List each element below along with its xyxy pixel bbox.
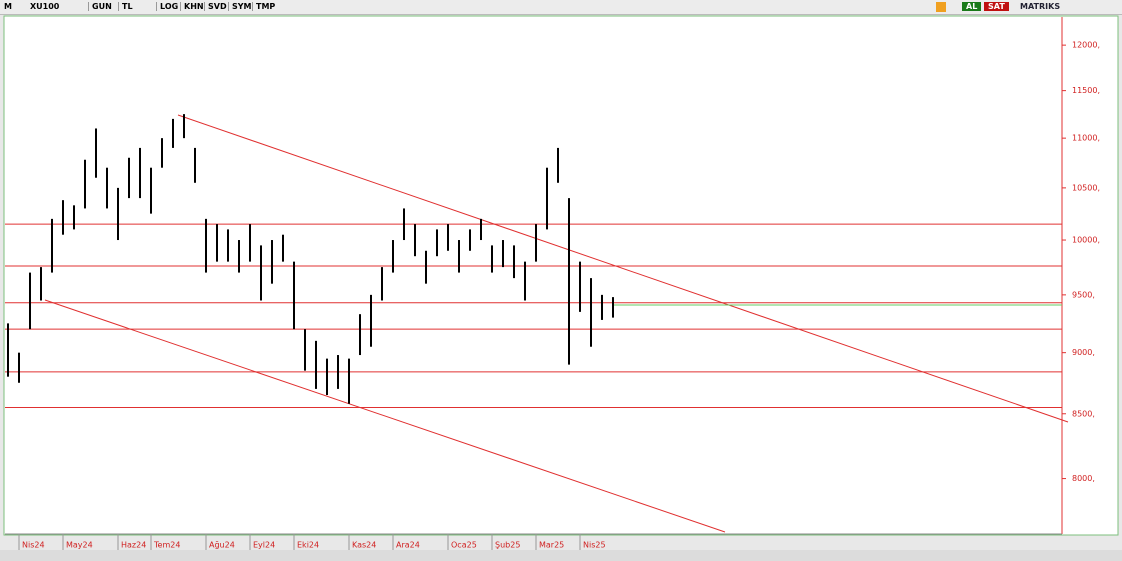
y-tick-label: 9500, (1072, 290, 1095, 299)
x-tick-label: Kas24 (352, 541, 376, 550)
trend-line (44, 299, 726, 533)
x-tick-label: Eyl24 (253, 541, 275, 550)
x-tick-label: Ağu24 (209, 541, 235, 550)
toolbar: M XU100 AL SAT MATRIKS GUN TL LOG KHN SVD SYM… (0, 0, 1122, 15)
y-tick-label: 12000, (1072, 41, 1100, 50)
x-tick-label: Haz24 (121, 541, 146, 550)
toolbar-button[interactable]: TMP (252, 2, 275, 11)
x-tick-label: May24 (66, 541, 93, 550)
status-bar (0, 550, 1122, 561)
y-tick-label: 11000, (1072, 134, 1100, 143)
x-tick-label: Nis25 (583, 541, 606, 550)
menu[interactable]: M (4, 2, 12, 11)
y-tick-label: 8000, (1072, 474, 1095, 483)
x-tick-label: Eki24 (297, 541, 319, 550)
trend-line (177, 114, 1069, 423)
y-tick-label: 11500, (1072, 86, 1100, 95)
icon[interactable] (936, 2, 946, 12)
x-tick-label: Nis24 (22, 541, 45, 550)
brand: MATRIKS (1020, 2, 1061, 11)
x-tick-label: Ara24 (396, 541, 420, 550)
buy-button[interactable]: AL (962, 2, 982, 11)
symbol[interactable]: XU100 (30, 2, 60, 11)
toolbar-button[interactable]: TL (118, 2, 133, 11)
y-tick-label: 10000, (1072, 236, 1100, 245)
plot-frame (3, 15, 1119, 536)
y-tick-label: 9000, (1072, 348, 1095, 357)
toolbar-button[interactable]: KHN (180, 2, 204, 11)
toolbar-button[interactable]: LOG (156, 2, 178, 11)
y-tick-label: 8500, (1072, 409, 1095, 418)
x-tick-label: Mar25 (539, 541, 564, 550)
x-tick-label: Oca25 (451, 541, 477, 550)
toolbar-button[interactable]: GUN (88, 2, 112, 11)
x-tick-label: Tem24 (153, 541, 180, 550)
toolbar-button[interactable]: SVD (204, 2, 227, 11)
y-tick-label: 10500, (1072, 183, 1100, 192)
toolbar-button[interactable]: SYM (228, 2, 252, 11)
sell-button[interactable]: SAT (984, 2, 1009, 11)
x-tick-label: Şub25 (495, 541, 520, 550)
